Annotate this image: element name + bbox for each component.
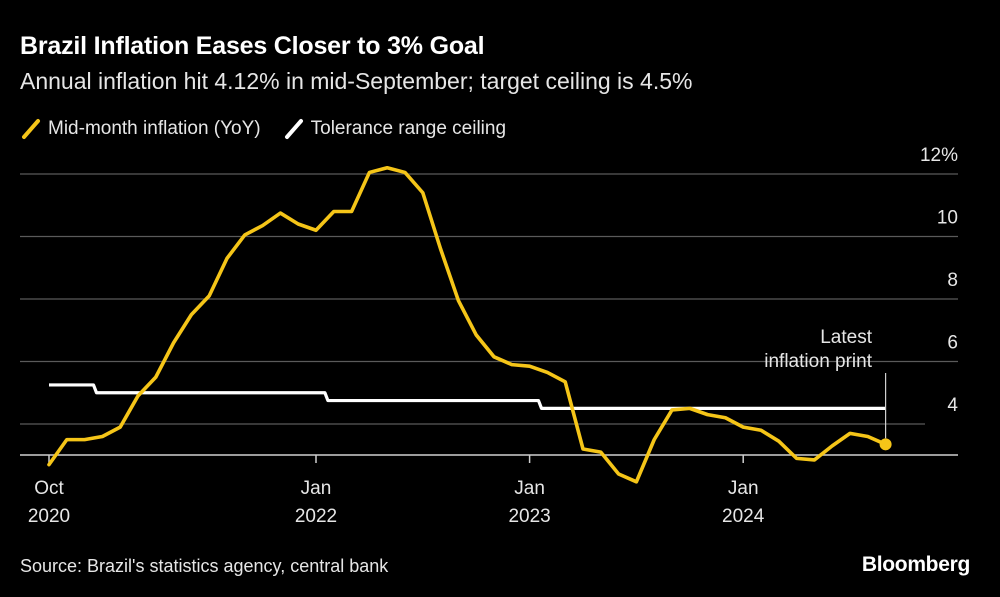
x-tick-label-3-year: 2024 <box>722 506 765 527</box>
source-note: Source: Brazil's statistics agency, cent… <box>20 556 389 576</box>
bloomberg-logo: Bloomberg <box>861 553 970 576</box>
annotation-line-2: inflation print <box>764 351 872 372</box>
legend-swatch-inflation <box>22 119 40 139</box>
chart-subtitle: Annual inflation hit 4.12% in mid-Septem… <box>20 68 693 94</box>
legend-label-inflation: Mid-month inflation (YoY) <box>48 118 261 139</box>
x-tick-label-2-month: Jan <box>514 478 545 499</box>
series-line-ceiling <box>49 383 886 410</box>
annotation-line-1: Latest <box>820 327 872 348</box>
y-tick-label-10: 10 <box>937 208 958 229</box>
y-tick-label-8: 8 <box>947 270 958 291</box>
y-tick-label-6: 6 <box>947 333 958 354</box>
chart-legend: Mid-month inflation (YoY) Tolerance rang… <box>20 117 528 141</box>
x-tick-label-0-year: 2020 <box>28 506 70 527</box>
x-tick-label-1-year: 2022 <box>295 506 337 527</box>
chart-title: Brazil Inflation Eases Closer to 3% Goal <box>20 32 485 60</box>
x-tick-label-1-month: Jan <box>301 478 332 499</box>
legend-label-ceiling: Tolerance range ceiling <box>310 118 507 139</box>
latest-point-marker <box>879 438 892 451</box>
y-tick-label-4: 4 <box>947 395 958 416</box>
series-line-inflation <box>47 165 888 484</box>
x-tick-label-3-month: Jan <box>728 478 759 499</box>
y-tick-label-12: 12% <box>920 145 958 166</box>
legend-item-inflation: Mid-month inflation (YoY) <box>20 117 261 141</box>
legend-item-ceiling: Tolerance range ceiling <box>283 117 506 141</box>
x-tick-label-2-year: 2023 <box>508 506 550 527</box>
x-tick-label-0-month: Oct <box>34 478 64 499</box>
legend-swatch-ceiling <box>284 119 303 139</box>
